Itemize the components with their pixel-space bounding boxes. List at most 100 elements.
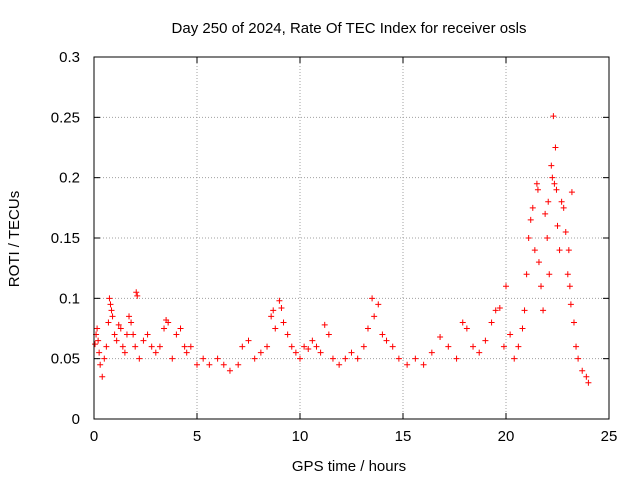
data-point (575, 355, 582, 362)
y-tick-label: 0.05 (51, 351, 80, 368)
data-point (507, 331, 514, 338)
data-point (360, 343, 367, 350)
data-point (354, 355, 361, 362)
data-point (206, 361, 213, 368)
data-point (292, 349, 299, 356)
data-point (560, 204, 567, 211)
data-point (187, 343, 194, 350)
data-point (445, 343, 452, 350)
data-point (544, 235, 551, 241)
data-point (558, 198, 565, 205)
data-point (108, 307, 115, 314)
data-point (379, 331, 386, 338)
data-point (470, 343, 477, 350)
data-point (95, 337, 102, 344)
data-point (463, 325, 470, 332)
ticks-layer: 0 5 10 15 20 25 0 0.05 0.1 0.15 0.2 0.25 0.3 (51, 49, 618, 445)
data-point (161, 325, 168, 332)
data-point (566, 283, 573, 290)
data-point (554, 222, 561, 229)
data-point (531, 247, 538, 254)
data-point (317, 349, 324, 356)
data-point (251, 355, 258, 362)
data-point (515, 343, 522, 350)
y-tick-label: 0 (72, 411, 80, 428)
x-tick-label: 10 (292, 428, 309, 445)
data-point (364, 325, 371, 332)
data-point (140, 337, 147, 344)
grid-layer (94, 57, 609, 419)
data-point (126, 313, 133, 320)
data-point (257, 349, 264, 356)
data-point (552, 144, 559, 151)
data-point (420, 361, 427, 368)
data-point (459, 319, 466, 326)
data-point (525, 235, 532, 241)
data-point (529, 204, 536, 211)
data-point (573, 343, 580, 350)
data-point (492, 307, 499, 314)
data-point (404, 361, 411, 368)
data-point (336, 361, 343, 368)
data-point (270, 307, 277, 314)
y-tick-label: 0.15 (51, 230, 80, 247)
data-point (152, 349, 159, 356)
x-tick-label: 15 (395, 428, 412, 445)
data-point (389, 343, 396, 350)
data-point (194, 361, 200, 368)
data-point (369, 295, 376, 302)
x-tick-label: 25 (601, 428, 618, 445)
data-point (92, 341, 99, 348)
x-tick-label: 5 (193, 428, 201, 445)
data-point (278, 304, 285, 311)
data-point (488, 319, 495, 326)
data-point (165, 319, 172, 326)
y-tick-label: 0.3 (59, 49, 80, 66)
data-point (550, 113, 557, 120)
data-point (579, 367, 586, 374)
data-point (173, 331, 180, 338)
data-point (134, 292, 141, 299)
data-point (280, 319, 287, 326)
data-point (538, 283, 545, 290)
data-point (535, 259, 542, 266)
data-point (276, 297, 283, 304)
data-point (556, 247, 563, 254)
data-point (542, 210, 549, 217)
data-point (482, 337, 489, 344)
data-point (521, 307, 528, 314)
data-point (540, 307, 547, 314)
data-point (130, 331, 137, 338)
y-tick-label: 0.25 (51, 109, 80, 126)
data-point (428, 349, 435, 356)
data-point (570, 319, 577, 326)
data-point (105, 319, 112, 326)
data-point (136, 355, 143, 362)
data-point (325, 331, 332, 338)
data-point (500, 343, 507, 350)
data-point (183, 349, 190, 356)
x-tick-label: 0 (90, 428, 98, 445)
data-point (519, 325, 526, 332)
data-point (395, 355, 402, 362)
data-point (177, 325, 184, 332)
data-point (546, 271, 553, 278)
data-point (375, 301, 382, 308)
y-tick-label: 0.2 (59, 170, 80, 187)
data-point (97, 361, 104, 368)
data-point (549, 174, 556, 181)
data-point (564, 271, 571, 278)
data-point (200, 355, 207, 362)
data-point (181, 343, 188, 350)
data-point (348, 349, 355, 356)
data-point (226, 367, 233, 374)
data-point (527, 216, 534, 223)
data-point (169, 355, 176, 362)
data-point (568, 189, 575, 196)
data-point (117, 325, 124, 332)
data-point (119, 343, 126, 350)
data-point (301, 343, 308, 350)
data-point (214, 355, 221, 362)
data-point (523, 271, 530, 278)
data-point (553, 186, 560, 193)
